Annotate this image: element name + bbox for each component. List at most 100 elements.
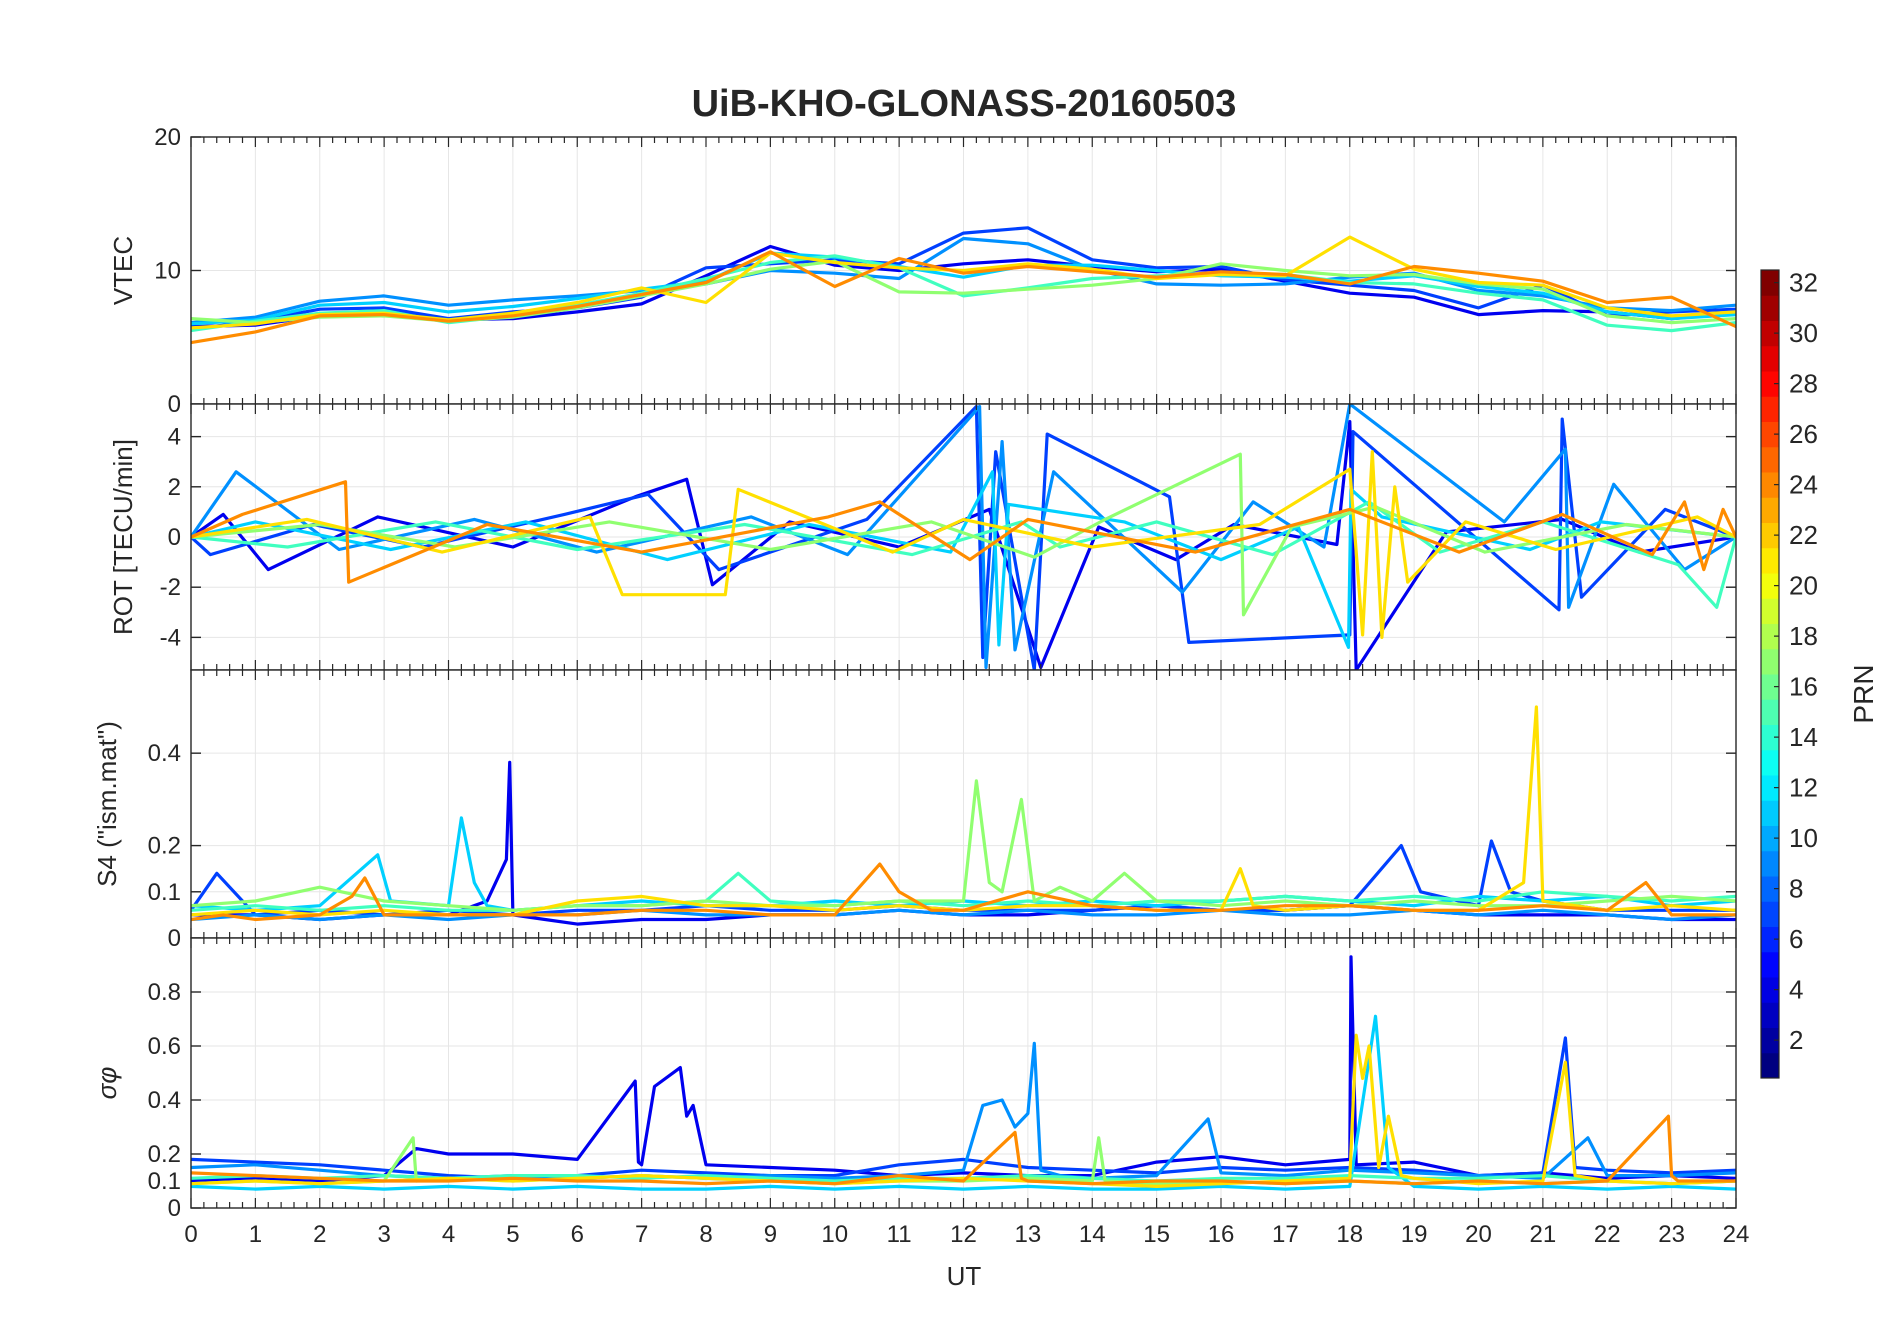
- y-axis-label: ROT [TECU/min]: [108, 439, 138, 635]
- x-tick-label: 10: [821, 1221, 848, 1248]
- series-line-prn-12: [191, 251, 1736, 326]
- colorbar-swatch: [1761, 876, 1779, 902]
- colorbar-tick-label: 6: [1789, 924, 1803, 954]
- colorbar-swatch: [1761, 800, 1779, 826]
- colorbar-swatch: [1761, 850, 1779, 877]
- series-line-prn-23: [191, 1114, 1736, 1186]
- series-group: [191, 705, 1736, 926]
- colorbar-swatch: [1761, 775, 1779, 801]
- colorbar-tick-label: 16: [1789, 672, 1818, 702]
- x-tick-label: 16: [1208, 1221, 1235, 1248]
- colorbar-tick-label: 10: [1789, 823, 1818, 853]
- series-line-prn-15: [191, 871, 1736, 912]
- y-axis-label: VTEC: [108, 236, 138, 305]
- colorbar-tick-label: 22: [1789, 520, 1818, 550]
- series-line-prn-20: [191, 450, 1736, 640]
- series-line-prn-12: [191, 1014, 1736, 1191]
- colorbar-swatch: [1761, 724, 1779, 751]
- series-group: [191, 955, 1736, 1191]
- y-tick-label: 2: [168, 474, 181, 501]
- x-tick-label: 4: [442, 1221, 455, 1248]
- colorbar-swatch: [1761, 421, 1779, 448]
- x-tick-label: 24: [1723, 1221, 1750, 1248]
- colorbar-swatch: [1761, 674, 1779, 700]
- x-axis-label: UT: [947, 1261, 982, 1291]
- colorbar-swatch: [1761, 749, 1779, 776]
- colorbar-swatch: [1761, 825, 1779, 852]
- colorbar-swatch: [1761, 497, 1779, 523]
- x-tick-label: 7: [635, 1221, 648, 1248]
- colorbar-swatch: [1761, 1052, 1779, 1079]
- y-tick-label: -4: [160, 624, 181, 651]
- colorbar-tick-label: 2: [1789, 1025, 1803, 1055]
- colorbar-label: PRN: [1848, 664, 1879, 723]
- colorbar-tick-label: 26: [1789, 419, 1818, 449]
- panel-rot: -4 -2 0 2 4 ROT [TECU/min]: [108, 403, 1737, 671]
- colorbar-swatch: [1761, 598, 1779, 624]
- colorbar-tick-label: 8: [1789, 874, 1803, 904]
- colorbar-tick-label: 20: [1789, 571, 1818, 601]
- x-tick-label: 15: [1143, 1221, 1170, 1248]
- y-tick-label: 0.4: [148, 1087, 181, 1114]
- y-tick-label: 4: [168, 424, 181, 451]
- colorbar-tick-label: 30: [1789, 318, 1818, 348]
- y-tick-label: 0.8: [148, 979, 181, 1006]
- panel-sigma_phi: 00.10.2 0.4 0.6 0.8 σφ: [92, 937, 1737, 1222]
- colorbar-swatch: [1761, 345, 1779, 372]
- series-line-prn-9: [191, 236, 1736, 325]
- y-tick-label: 10: [154, 258, 181, 285]
- colorbar-swatch: [1761, 1027, 1779, 1054]
- panel-s4: 0 0.1 0.2 0.4 S4 ("ism.mat"): [92, 669, 1737, 952]
- y-tick-label: 0: [168, 925, 181, 952]
- series-line-prn-17: [191, 779, 1736, 912]
- colorbar-swatch: [1761, 623, 1779, 650]
- x-tick-label: 11: [887, 1221, 912, 1248]
- y-tick-label: 0.2: [148, 1141, 181, 1168]
- series-line-prn-12: [191, 470, 1736, 650]
- series-line-prn-17: [191, 452, 1736, 617]
- x-tick-label: 9: [764, 1221, 777, 1248]
- series-group: [191, 226, 1736, 345]
- x-tick-label: 23: [1658, 1221, 1685, 1248]
- colorbar-swatch: [1761, 320, 1779, 347]
- colorbar-tick-label: 24: [1789, 470, 1818, 500]
- y-tick-label: 0.1: [148, 1168, 181, 1195]
- x-tick-label: 17: [1272, 1221, 1299, 1248]
- x-tick-label: 12: [950, 1221, 977, 1248]
- series-group: [191, 404, 1736, 670]
- x-tick-label: 22: [1594, 1221, 1621, 1248]
- colorbar-tick-label: 32: [1789, 268, 1818, 298]
- y-tick-label: 0: [168, 524, 181, 551]
- x-tick-label: 5: [506, 1221, 519, 1248]
- y-tick-label: -2: [160, 574, 181, 601]
- y-tick-label: 0.4: [148, 740, 181, 767]
- y-axis-label: S4 ("ism.mat"): [92, 721, 122, 887]
- series-line-prn-23: [191, 250, 1736, 345]
- x-tick-label: 13: [1015, 1221, 1042, 1248]
- colorbar-swatch: [1761, 951, 1779, 978]
- y-tick-label: 0.6: [148, 1033, 181, 1060]
- x-tick-label: 21: [1530, 1221, 1557, 1248]
- x-tick-label: 1: [249, 1221, 262, 1248]
- colorbar-tick-label: 18: [1789, 621, 1818, 651]
- colorbar-tick-label: 12: [1789, 773, 1818, 803]
- x-tick-label: 14: [1079, 1221, 1106, 1248]
- x-tick-label: 0: [184, 1221, 197, 1248]
- x-tick-label: 18: [1336, 1221, 1363, 1248]
- colorbar-swatch: [1761, 446, 1779, 473]
- y-tick-label: 0.2: [148, 833, 181, 860]
- colorbar-tick-label: 28: [1789, 369, 1818, 399]
- colorbar-swatch: [1761, 977, 1779, 1003]
- y-axis-label: σφ: [92, 1067, 122, 1100]
- y-tick-label: 20: [154, 124, 181, 151]
- colorbar-swatch: [1761, 573, 1779, 599]
- colorbar-swatch: [1761, 699, 1779, 725]
- x-tick-label: 20: [1465, 1221, 1492, 1248]
- x-tick-label: 3: [377, 1221, 390, 1248]
- colorbar-swatch: [1761, 901, 1779, 927]
- colorbar-swatch: [1761, 547, 1779, 574]
